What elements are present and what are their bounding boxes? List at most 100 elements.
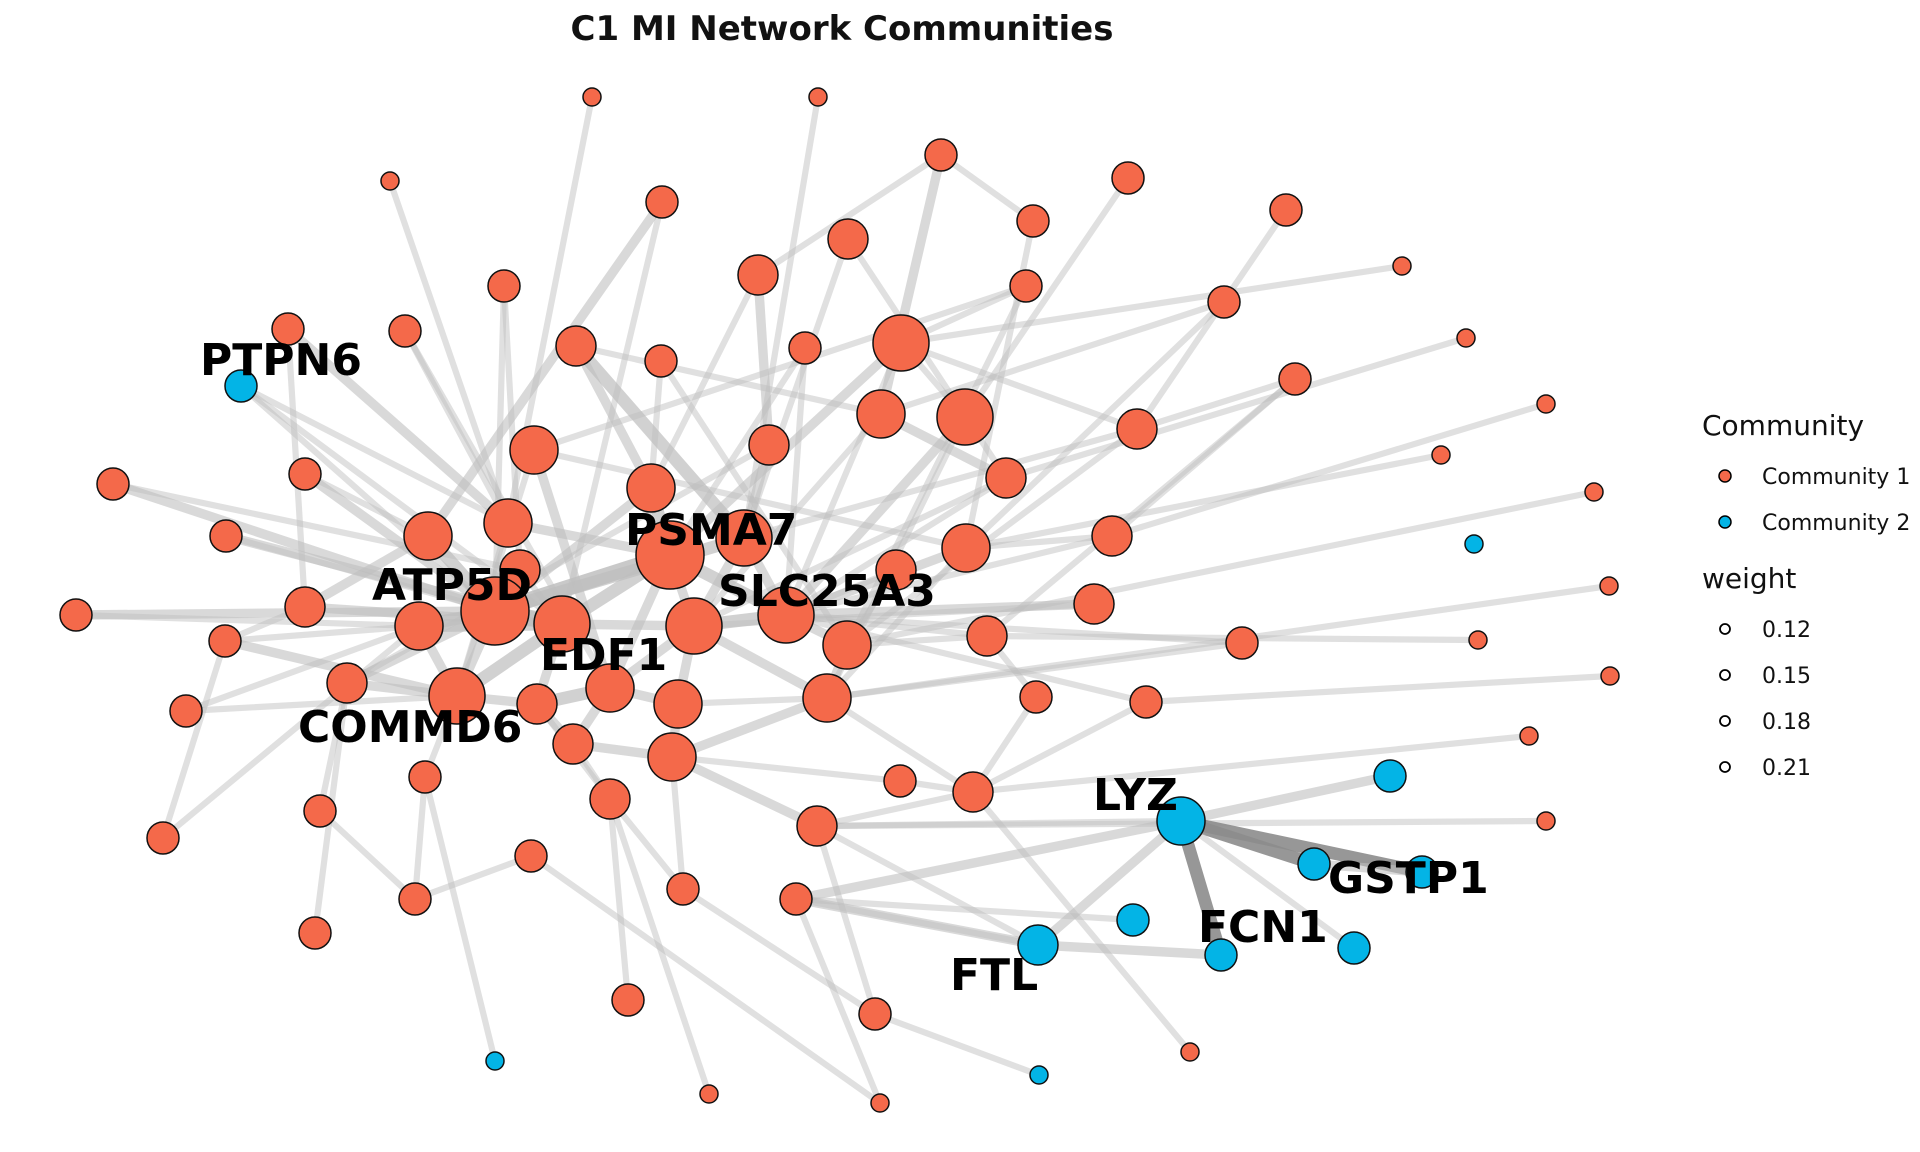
node-label-lyz: LYZ [1093, 770, 1178, 821]
node-community-1 [1073, 583, 1115, 625]
legend-community-1-label: Community 1 [1762, 465, 1910, 490]
network-edge [897, 262, 1406, 347]
network-edge [571, 341, 656, 493]
node-community-1 [582, 87, 602, 107]
network-edge [667, 752, 822, 831]
legend-weight-label: 0.18 [1762, 710, 1811, 735]
network-edge [1142, 672, 1614, 706]
node-community-1 [1009, 269, 1043, 303]
network-edge [753, 270, 774, 450]
network-edge [1133, 375, 1299, 433]
network-edge [423, 197, 667, 541]
network-edge [529, 445, 615, 693]
legend-weight-swatch [1719, 715, 1731, 727]
network-edge [792, 895, 884, 1107]
node-community-1 [856, 389, 906, 439]
network-edge [782, 611, 991, 640]
node-community-1 [483, 498, 533, 548]
node-community-1 [665, 597, 723, 655]
node-community-1 [822, 620, 872, 670]
node-community-2 [1405, 855, 1439, 889]
node-community-2 [1116, 903, 1150, 937]
node-label-ptpn6: PTPN6 [200, 335, 362, 386]
node-community-1 [883, 764, 917, 798]
node-community-1 [924, 138, 958, 172]
node-community-1 [875, 549, 917, 591]
node-community-1 [1536, 394, 1556, 414]
network-edge [792, 895, 1137, 924]
network-edge [1177, 817, 1358, 952]
node-community-1 [653, 679, 703, 729]
network-edge [1309, 859, 1427, 877]
network-edge [606, 795, 713, 1098]
node-community-1 [96, 467, 130, 501]
network-edge [453, 446, 538, 700]
network-edge [781, 412, 970, 620]
node-community-1 [326, 662, 368, 704]
network-edge [877, 298, 1228, 418]
network-edge [813, 822, 1042, 949]
network-edge [937, 151, 1037, 225]
network-edge [823, 694, 977, 796]
node-community-1 [303, 794, 337, 828]
network-edge [983, 375, 1299, 640]
network-edge [782, 611, 1246, 647]
node-label-ftl: FTL [950, 950, 1038, 1001]
node-community-1 [1019, 680, 1053, 714]
node-community-1 [271, 312, 305, 346]
node-community-1 [59, 598, 93, 632]
node-community-1 [555, 325, 597, 367]
node-label-fcn1: FCN1 [1198, 902, 1328, 953]
node-community-1 [146, 821, 180, 855]
node-community-1 [941, 523, 991, 573]
label-layer: PTPN6 ATP5D PSMA7 SLC25A3 EDF1 COMMD6 LYZ GSTP1… [200, 335, 1489, 1001]
node-community-2 [485, 1051, 505, 1071]
node-community-1 [388, 314, 422, 348]
node-community-1 [1016, 204, 1050, 238]
network-edge [182, 692, 461, 715]
network-edge [316, 679, 351, 815]
node-community-1 [398, 882, 432, 916]
network-edge [283, 324, 513, 528]
node-community-1 [403, 511, 453, 561]
network-edge [679, 885, 879, 1018]
network-edge [606, 795, 632, 1004]
network-edge [1176, 771, 1395, 826]
network-edge [823, 582, 1613, 702]
node-community-1 [1129, 685, 1163, 719]
node-community-1 [589, 778, 631, 820]
node-community-1 [1468, 630, 1488, 650]
node-community-1 [208, 624, 242, 658]
network-edge [530, 446, 970, 552]
node-community-1 [966, 615, 1008, 657]
node-community-1 [552, 723, 594, 765]
network-edge [813, 788, 977, 830]
node-community-1 [796, 805, 838, 847]
node-community-1 [1600, 666, 1620, 686]
network-edge [782, 339, 905, 619]
network-edge [1002, 334, 1470, 482]
legend-community-2-label: Community 2 [1762, 511, 1910, 536]
node-community-1 [1392, 256, 1412, 276]
network-edge [72, 611, 423, 630]
node-community-1 [1599, 576, 1619, 596]
network-edge [1133, 206, 1290, 433]
node-community-1 [487, 269, 521, 303]
node-community-1 [514, 839, 548, 873]
node-community-1 [1278, 362, 1312, 396]
node-community-2 [1464, 534, 1484, 554]
node-label-gstp1: GSTP1 [1328, 853, 1489, 904]
network-edge [667, 693, 832, 762]
node-community-1 [644, 344, 678, 378]
network-edge [668, 753, 904, 785]
network-edge [961, 174, 1132, 421]
node-community-1 [380, 171, 400, 191]
node-community-1 [585, 663, 635, 713]
node-community-1 [428, 667, 486, 725]
network-edge [843, 488, 1598, 649]
node-community-2 [1297, 847, 1331, 881]
node-community-1 [509, 425, 559, 475]
node-community-2 [1373, 759, 1407, 793]
node-community-1 [715, 509, 773, 567]
